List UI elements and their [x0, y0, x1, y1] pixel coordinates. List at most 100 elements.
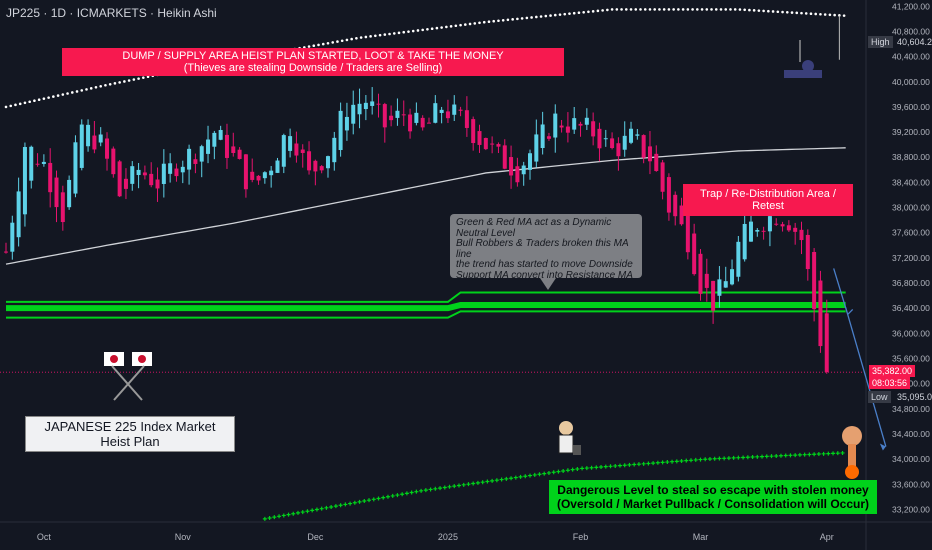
dotted-ma-point	[691, 8, 694, 11]
candle-body	[136, 169, 141, 176]
candle-body	[528, 153, 533, 170]
candle-body	[73, 142, 78, 194]
dotted-ma-point	[800, 11, 803, 15]
dotted-ma-point	[629, 8, 633, 11]
green-cross-ma-point	[509, 476, 514, 481]
candle-body	[395, 110, 400, 118]
candle-body	[193, 159, 198, 164]
dotted-ma-point	[70, 91, 74, 94]
candle-body	[445, 111, 450, 119]
dotted-ma-point	[388, 32, 391, 36]
green-cross-ma-point	[367, 498, 372, 503]
dotted-ma-point	[525, 16, 529, 20]
dotted-ma-point	[795, 11, 799, 15]
candle-body	[704, 273, 709, 288]
dotted-ma-point	[748, 8, 751, 12]
dotted-ma-point	[142, 76, 145, 79]
candle-body	[546, 136, 551, 139]
dotted-ma-point	[47, 96, 50, 99]
candle-body	[401, 114, 406, 116]
green-cross-ma-point	[807, 452, 812, 457]
dotted-ma-point	[137, 77, 140, 80]
dotted-ma-point	[501, 18, 505, 22]
dotted-ma-point	[572, 11, 576, 15]
candle-body	[420, 117, 425, 128]
green-cross-ma-point	[561, 468, 566, 473]
dotted-ma-point	[710, 8, 713, 11]
green-cross-ma-point	[717, 456, 722, 461]
flag-pole-icon	[111, 365, 143, 401]
dotted-ma-point	[369, 35, 372, 38]
green-cross-ma-point	[755, 454, 760, 459]
trap-annotation: Trap / Re-Distribution Area / Retest	[683, 184, 853, 216]
candle-body	[723, 281, 728, 288]
support-ma-line	[6, 291, 846, 303]
dotted-ma-point	[497, 19, 500, 23]
green-cross-ma-point	[608, 464, 613, 469]
green-cross-ma-point	[750, 455, 755, 460]
candle-body	[344, 116, 349, 131]
candle-body	[149, 173, 154, 186]
candle-body	[161, 163, 166, 184]
dotted-ma-point	[767, 9, 770, 13]
candle-body	[452, 104, 457, 115]
candle-body	[117, 161, 122, 197]
x-tick-label: Oct	[37, 532, 52, 542]
candle-body	[79, 124, 84, 168]
green-cross-ma-point	[641, 461, 646, 466]
x-tick-label: Nov	[175, 532, 192, 542]
green-cross-ma-point	[617, 463, 622, 468]
green-cross-ma-point	[684, 458, 689, 463]
candle-body	[647, 146, 652, 162]
y-tick-label: 33,600.00	[892, 479, 930, 489]
green-cross-ma-point	[272, 515, 277, 520]
explosion-icon	[848, 444, 856, 468]
green-cross-ma-point	[466, 482, 471, 487]
x-tick-label: Dec	[307, 532, 324, 542]
candle-body	[685, 214, 690, 253]
dotted-ma-point	[662, 8, 666, 11]
dotted-ma-point	[392, 32, 396, 35]
green-cross-ma-point	[390, 493, 395, 498]
green-cross-ma-point	[314, 507, 319, 512]
green-cross-ma-point	[698, 457, 703, 462]
candle-body	[673, 194, 678, 217]
candle-body	[4, 251, 8, 253]
green-cross-ma-point	[736, 455, 741, 460]
candle-body	[269, 170, 274, 176]
green-cross-ma-point	[556, 469, 561, 474]
candle-body	[363, 102, 368, 110]
dotted-ma-point	[416, 29, 420, 32]
candle-body	[142, 172, 147, 176]
candle-body	[603, 138, 608, 140]
green-cross-ma-point	[385, 494, 390, 499]
y-tick-label: 37,200.00	[892, 253, 930, 263]
candle-body	[793, 227, 798, 232]
candle-body	[521, 165, 526, 175]
ma-note-annotation: Green & Red MA act as a Dynamic Neutral …	[450, 214, 642, 280]
green-cross-ma-point	[622, 463, 627, 468]
green-cross-ma-point	[348, 501, 353, 506]
green-cross-ma-point	[461, 482, 466, 487]
high-value: 40,604.21	[897, 37, 932, 47]
dotted-ma-point	[591, 10, 595, 13]
dotted-ma-point	[118, 81, 121, 84]
dotted-ma-point	[383, 33, 387, 36]
dotted-ma-point	[449, 25, 453, 28]
green-cross-ma-point	[570, 467, 575, 472]
projection-arrow-line	[847, 314, 887, 447]
explosion-icon	[845, 465, 859, 479]
dotted-ma-point	[610, 8, 614, 11]
green-cross-ma-point	[537, 472, 542, 477]
green-cross-ma-point	[262, 516, 267, 521]
candle-body	[439, 109, 444, 113]
dotted-ma-point	[752, 9, 756, 12]
green-cross-ma-point	[599, 465, 604, 470]
candle-body	[414, 112, 419, 123]
green-cross-ma-point	[594, 465, 599, 470]
flag-pole-icon	[113, 365, 145, 401]
candle-body	[199, 146, 204, 162]
dotted-ma-point	[378, 33, 382, 37]
green-cross-ma-point	[660, 460, 665, 465]
green-cross-ma-point	[542, 471, 547, 476]
